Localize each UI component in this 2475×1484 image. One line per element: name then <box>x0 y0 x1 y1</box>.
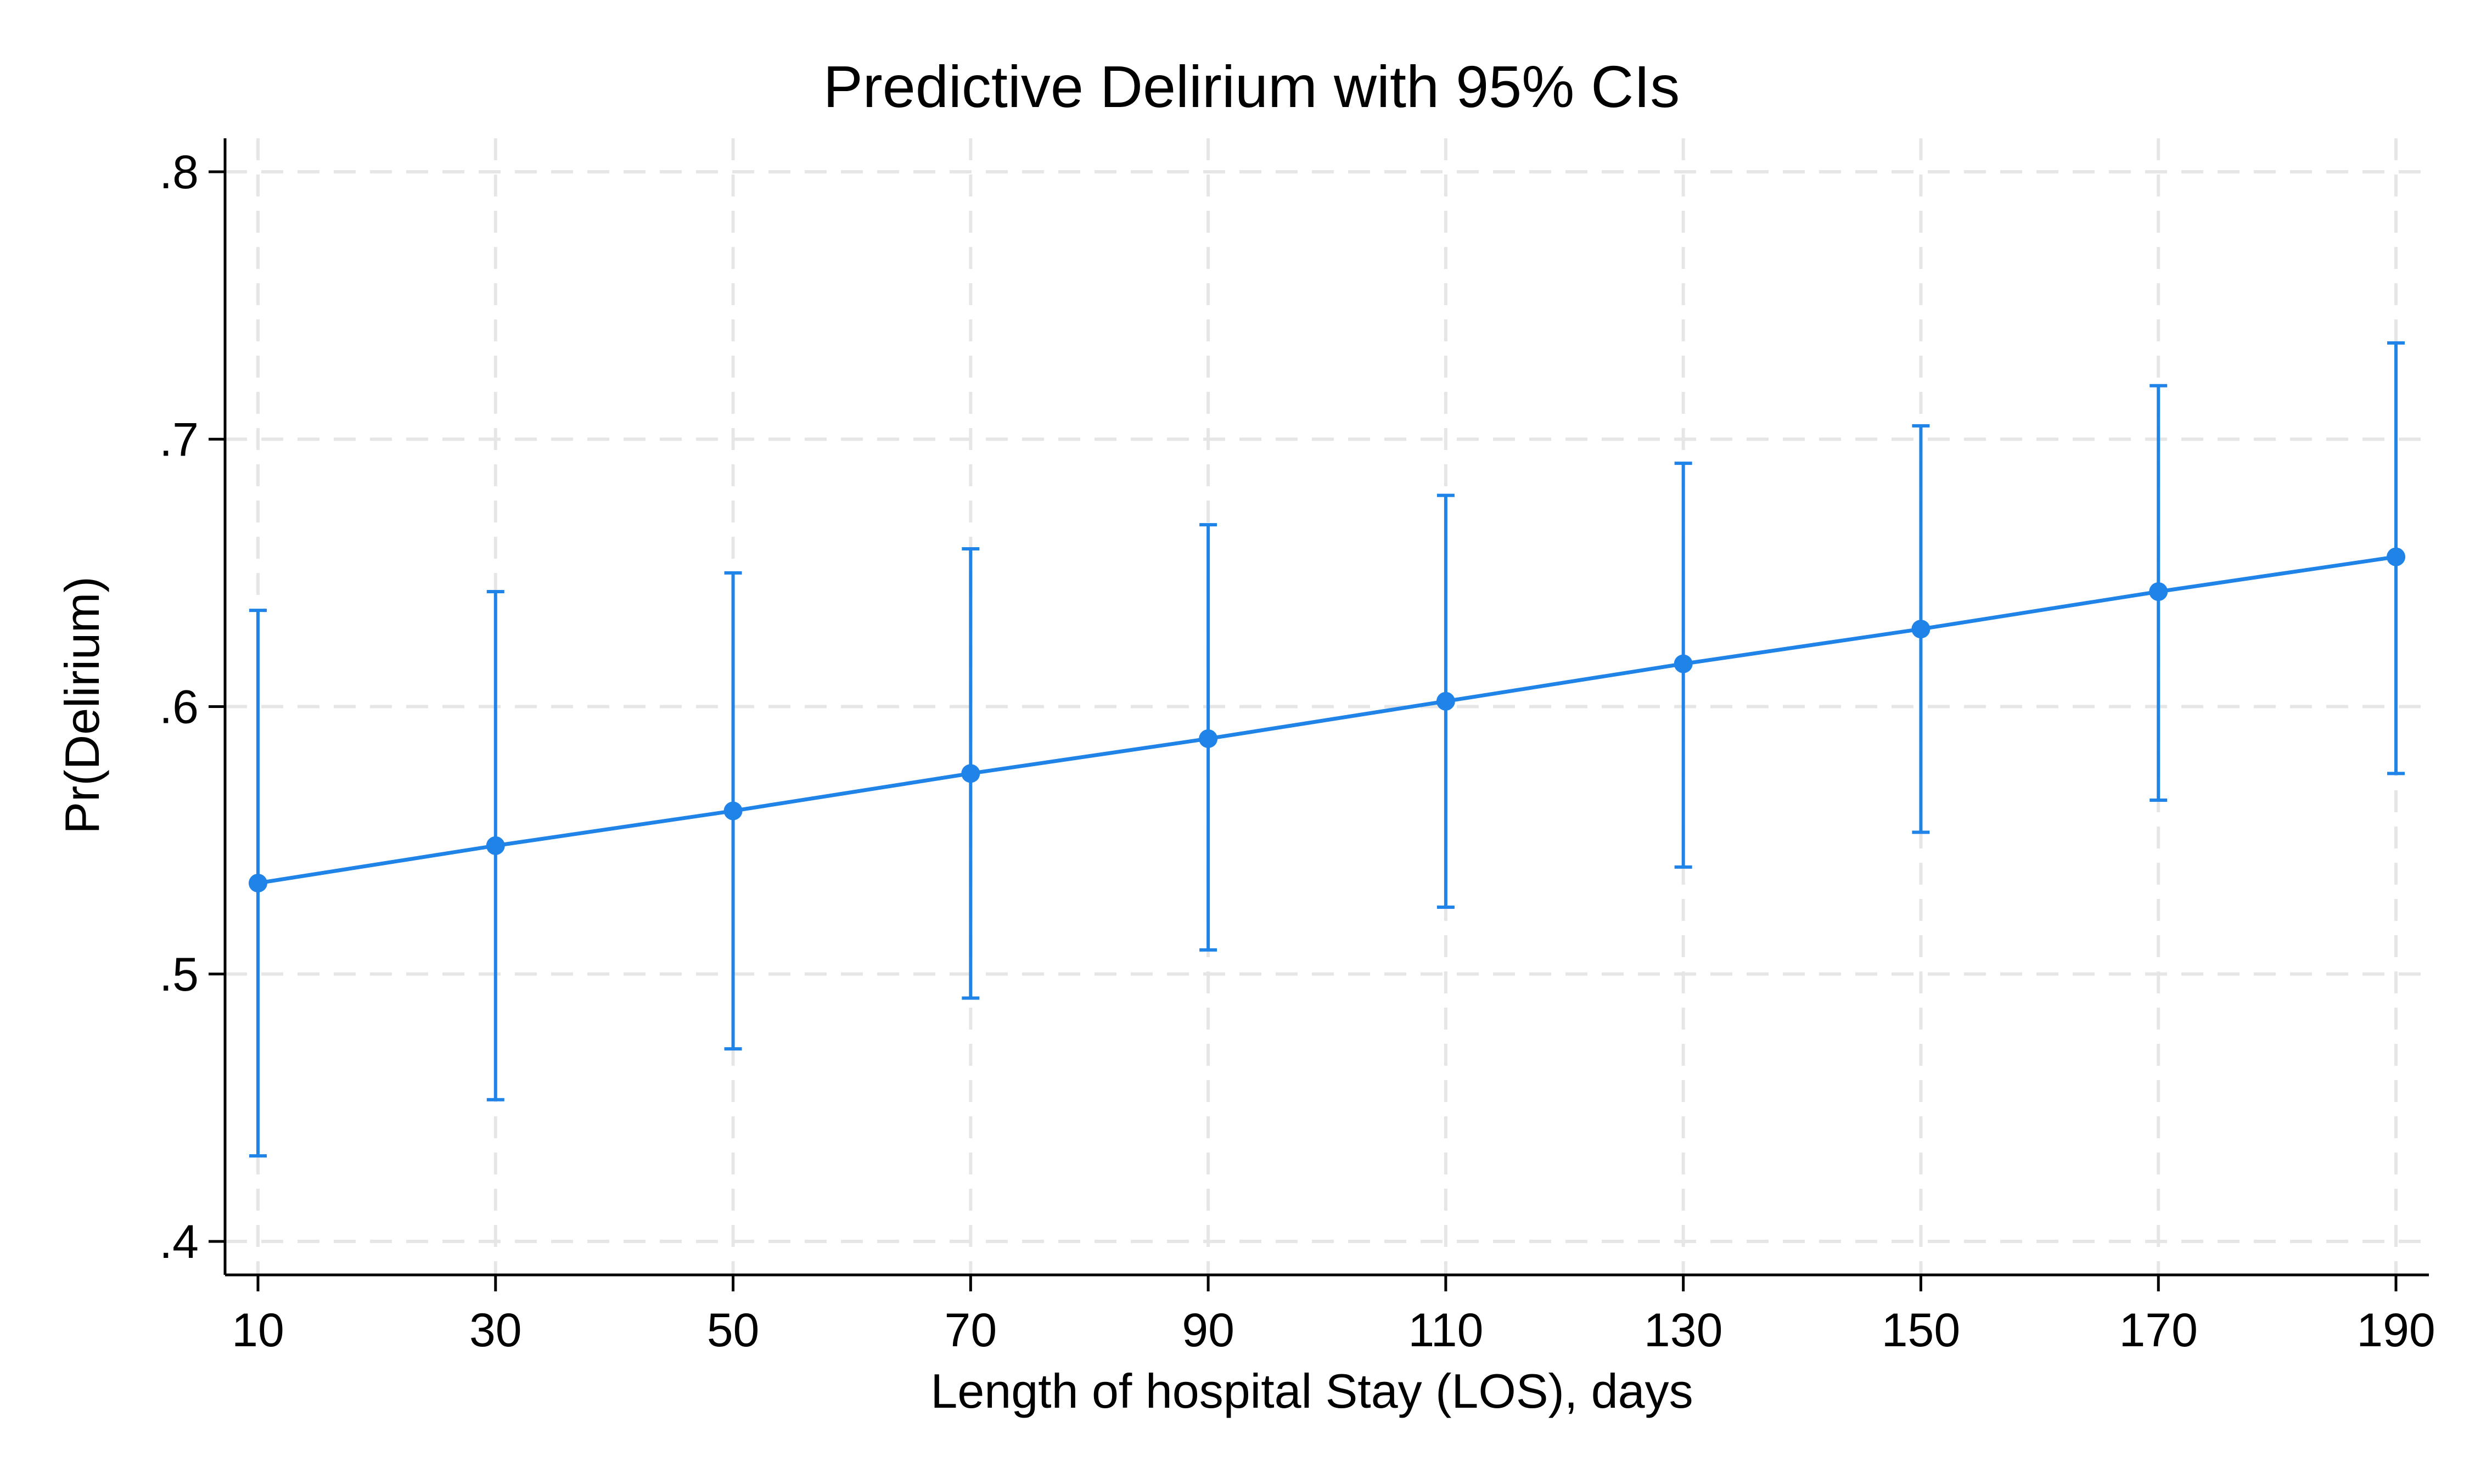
data-point-6 <box>1674 654 1693 673</box>
x-tick-label-8: 170 <box>2119 1304 2198 1357</box>
y-tick-label-0: .4 <box>159 1216 199 1268</box>
data-point-0 <box>249 874 267 893</box>
x-tick-label-6: 130 <box>1644 1304 1723 1357</box>
chart-title: Predictive Delirium with 95% CIs <box>823 53 1680 120</box>
y-tick-label-2: .6 <box>159 681 199 734</box>
axes-layer: .4 .5 .6 .7 .8 10 30 50 70 90 110 130 150 170 190 <box>159 138 2435 1357</box>
series-line-0 <box>257 555 2397 885</box>
data-point-3 <box>961 764 980 783</box>
data-point-8 <box>2149 582 2168 601</box>
series-layer <box>249 341 2405 1158</box>
data-point-4 <box>1199 729 1218 748</box>
x-tick-label-3: 70 <box>944 1304 997 1357</box>
y-tick-label-4: .8 <box>159 146 199 199</box>
y-tick-label-1: .5 <box>159 948 199 1001</box>
y-tick-label-3: .7 <box>159 413 199 466</box>
x-tick-label-7: 150 <box>1882 1304 1961 1357</box>
x-tick-label-2: 50 <box>707 1304 760 1357</box>
x-tick-label-1: 30 <box>469 1304 522 1357</box>
y-axis-label: Pr(Delirium) <box>55 576 109 834</box>
x-axis-label: Length of hospital Stay (LOS), days <box>930 1364 1693 1418</box>
x-tick-label-4: 90 <box>1182 1304 1234 1357</box>
data-point-1 <box>486 836 505 855</box>
data-point-5 <box>1436 692 1455 711</box>
x-tick-label-5: 110 <box>1408 1304 1483 1357</box>
data-point-7 <box>1911 620 1930 639</box>
data-point-9 <box>2387 547 2405 566</box>
data-point-2 <box>723 801 743 820</box>
grid-layer <box>225 138 2429 1275</box>
x-tick-label-0: 10 <box>232 1304 284 1357</box>
x-tick-label-9: 190 <box>2356 1304 2435 1357</box>
